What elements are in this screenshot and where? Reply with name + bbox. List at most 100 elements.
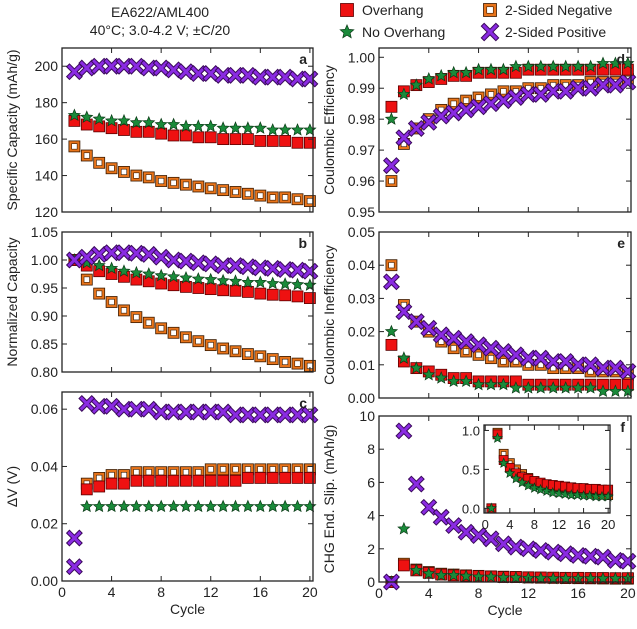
x-tick-label: 4 [506, 517, 513, 532]
y-tick-label: 1.05 [31, 224, 58, 240]
two-sided-positive-point [290, 71, 305, 87]
plot-frame [378, 415, 632, 583]
two-sided-positive-point [253, 260, 268, 275]
two-sided-positive-point [595, 550, 611, 565]
two-sided-negative-point-hole [158, 469, 165, 476]
overhang-point [142, 125, 155, 138]
no-overhang-point [397, 351, 411, 364]
no-overhang-point [583, 59, 598, 73]
y-tick-label: 10 [359, 408, 375, 424]
overhang-point [254, 287, 267, 300]
y-tick-label: 0.03 [348, 290, 375, 306]
y-tick-label: 2 [367, 541, 375, 557]
two-sided-positive-point [396, 304, 411, 319]
no-overhang-point [80, 499, 94, 513]
y-tick-label: 200 [35, 58, 59, 74]
no-overhang-point [447, 65, 461, 79]
two-sided-positive-point [459, 334, 474, 349]
y-tick-label: 0.02 [348, 324, 375, 340]
chart-subtitle: 40°C; 3.0-4.2 V; ±C/20 [90, 22, 231, 38]
two-sided-positive-point [203, 404, 218, 420]
two-sided-positive-point [496, 536, 511, 551]
data-points [382, 56, 637, 187]
two-sided-negative-point-hole [269, 466, 276, 473]
y-tick-label: 120 [35, 204, 59, 220]
y-tick-label: 0.0 [462, 501, 480, 516]
no-overhang-point [241, 275, 255, 289]
two-sided-negative-point-hole [306, 466, 313, 473]
two-sided-negative-point-hole [244, 466, 251, 473]
no-overhang-point [266, 276, 280, 290]
two-sided-negative-point-hole [257, 466, 264, 473]
no-overhang-point [521, 59, 535, 73]
no-overhang-point [142, 115, 156, 129]
no-overhang-point [608, 384, 623, 398]
panel-letter: c [299, 395, 307, 411]
overhang-point [254, 135, 267, 147]
two-sided-positive-point [421, 321, 436, 336]
two-sided-positive-point [116, 245, 132, 260]
two-sided-negative-point-hole [108, 298, 115, 306]
two-sided-positive-point [571, 357, 586, 372]
no-overhang-point [216, 121, 230, 134]
overhang-point [118, 477, 130, 490]
no-overhang-point [129, 265, 143, 279]
x-tick-label: 12 [203, 584, 219, 600]
two-sided-positive-point [546, 84, 561, 99]
no-overhang-point [546, 59, 560, 73]
two-sided-negative-point-hole [282, 466, 289, 473]
no-overhang-point [608, 56, 623, 70]
two-sided-negative-point-hole [500, 358, 507, 365]
two-sided-negative-point-hole [71, 143, 78, 150]
two-sided-positive-point [178, 254, 194, 269]
y-tick-label: 6 [367, 474, 375, 490]
overhang-point [204, 474, 217, 487]
no-overhang-point [528, 482, 540, 493]
no-overhang-point [559, 488, 571, 500]
no-overhang-point [559, 381, 573, 394]
two-sided-positive-point [154, 60, 169, 76]
two-sided-positive-point [521, 87, 536, 102]
panel-b: 0.80 0.85 0.90 0.95 1.00 1.05 Normalized Capac… [4, 224, 319, 380]
x-tick-label: 16 [570, 585, 586, 601]
overhang-point [118, 124, 130, 136]
plot-frame [61, 391, 314, 582]
overhang-point [242, 133, 254, 146]
no-overhang-point [409, 563, 423, 577]
two-sided-positive-point [558, 354, 573, 369]
no-overhang-point [559, 59, 573, 73]
y-tick-label: 140 [35, 168, 59, 184]
no-overhang-point [571, 381, 585, 394]
panel-f: 0 4 8 12 16 20 0 2 4 6 8 10 CHG End. Slip. (mAh/g) Cy… [321, 408, 637, 618]
no-overhang-point [485, 502, 497, 514]
y-tick-label: 0.02 [31, 516, 58, 532]
two-sided-negative-point-hole [108, 471, 115, 479]
overhang-point [180, 474, 192, 487]
no-overhang-point [459, 569, 473, 582]
two-sided-negative-point-hole [120, 168, 128, 175]
two-sided-negative-point-hole [232, 188, 239, 196]
no-overhang-point [253, 499, 267, 513]
two-sided-negative-point-hole [269, 194, 276, 201]
two-sided-positive-point [521, 541, 536, 556]
overhang-point [217, 474, 230, 487]
two-sided-negative-point-hole [487, 91, 495, 98]
two-sided-negative-point-hole [145, 319, 152, 326]
no-overhang-point [521, 381, 535, 394]
y-tick-label: 0.00 [31, 573, 58, 589]
two-sided-negative-point-hole [537, 361, 544, 368]
overhang-point [192, 131, 205, 144]
no-overhang-point [92, 258, 106, 272]
overhang-point [217, 133, 230, 146]
two-sided-negative-point-hole [220, 466, 227, 473]
two-sided-negative-point-hole [96, 290, 103, 297]
two-sided-positive-point [533, 543, 548, 558]
no-overhang-point [179, 119, 193, 133]
overhang-point [242, 286, 254, 298]
two-sided-positive-point [396, 423, 411, 439]
no-overhang-point [104, 261, 119, 275]
data-points [65, 394, 319, 576]
two-sided-negative-point-hole [195, 469, 202, 476]
y-axis-label: ΔV (V) [4, 466, 20, 507]
no-overhang-point [154, 499, 168, 513]
